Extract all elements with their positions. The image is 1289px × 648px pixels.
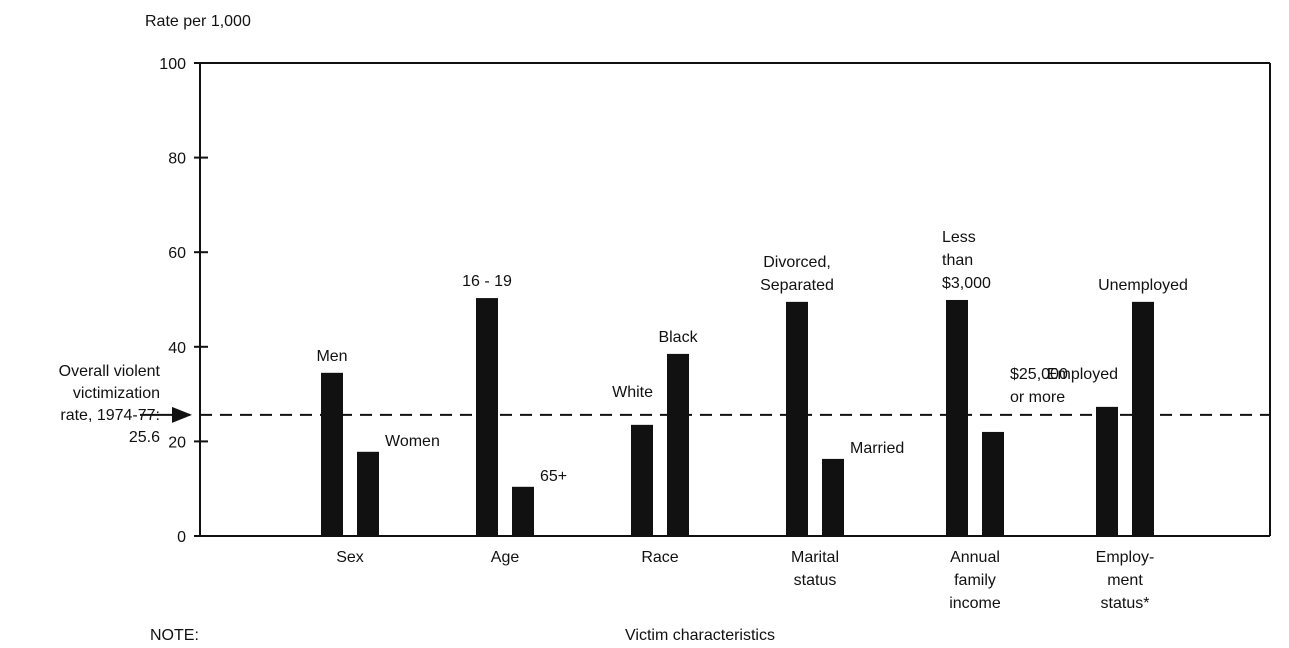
group-label: Annual — [950, 549, 1000, 566]
bar — [822, 458, 844, 536]
group-label: income — [949, 595, 1001, 612]
bar — [321, 372, 343, 536]
group-label: Sex — [336, 549, 364, 566]
group-label: Age — [491, 549, 520, 566]
bar-label: Separated — [760, 277, 834, 294]
y-tick-label: 40 — [168, 340, 186, 357]
group-label: Race — [641, 549, 678, 566]
group-label: ment — [1107, 572, 1143, 589]
y-tick-label: 100 — [159, 56, 186, 73]
bar — [946, 299, 968, 536]
bar-label: $25,000 — [1010, 366, 1068, 383]
bar — [631, 424, 653, 536]
bar — [786, 301, 808, 536]
bar-label: White — [612, 384, 653, 401]
group-label: Marital — [791, 549, 839, 566]
reference-label: victimization — [73, 385, 160, 402]
bar-label: than — [942, 252, 973, 269]
x-axis-label: Victim characteristics — [625, 627, 775, 644]
group-label: family — [954, 572, 996, 589]
group-label: Employ- — [1096, 549, 1155, 566]
reference-label: Overall violent — [59, 363, 161, 380]
group-label: status* — [1101, 595, 1150, 612]
y-tick-label: 20 — [168, 434, 186, 451]
bar-label: Divorced, — [763, 254, 831, 271]
bar-label: $3,000 — [942, 275, 991, 292]
bar — [1132, 301, 1154, 536]
y-axis-label: Rate per 1,000 — [145, 13, 251, 30]
bar — [1096, 406, 1118, 536]
bar-label: Married — [850, 440, 904, 457]
bar-label: Less — [942, 229, 976, 246]
bar-label: Unemployed — [1098, 277, 1188, 294]
y-tick-label: 60 — [168, 245, 186, 262]
bar — [357, 451, 379, 536]
group-label: status — [794, 572, 837, 589]
bar-label: Employed — [1047, 366, 1118, 383]
bar — [667, 353, 689, 536]
bar-label: or more — [1010, 389, 1065, 406]
bar-label: 16 - 19 — [462, 273, 512, 290]
bar — [982, 431, 1004, 536]
bar-label: Women — [385, 433, 440, 450]
bar — [512, 486, 534, 536]
reference-value: 25.6 — [129, 429, 160, 446]
reference-label: rate, 1974-77: — [60, 407, 160, 424]
bar-label: Men — [316, 348, 347, 365]
bar — [476, 298, 498, 536]
bar-label: Black — [658, 329, 698, 346]
note: NOTE: — [150, 627, 199, 644]
bar-label: 65+ — [540, 468, 567, 485]
y-tick-label: 80 — [168, 151, 186, 168]
y-tick-label: 0 — [177, 529, 186, 546]
